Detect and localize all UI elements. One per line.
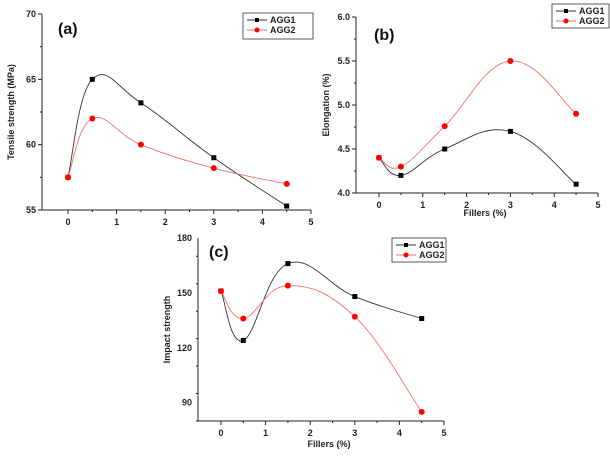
x-tick-label: 0	[218, 428, 223, 438]
data-point-agg2	[507, 58, 514, 64]
x-tick-label: 4	[397, 428, 402, 438]
data-point-agg1	[573, 181, 579, 187]
y-tick-label: 4.0	[337, 188, 350, 198]
y-tick-label: 60	[26, 140, 36, 150]
x-tick-label: 5	[308, 217, 313, 227]
legend-label: AGG2	[579, 16, 605, 26]
x-axis-title: Fillers (%)	[463, 208, 506, 218]
data-point-agg2	[284, 282, 291, 289]
x-tick-label: 5	[441, 428, 446, 438]
y-tick-label: 6.0	[337, 12, 350, 22]
x-tick-label: 0	[65, 217, 70, 227]
y-tick-label: 4.5	[337, 144, 350, 154]
data-point-agg2	[89, 115, 96, 122]
x-tick-label: 1	[420, 200, 425, 210]
data-point-agg1	[507, 128, 513, 134]
data-point-agg1	[352, 294, 358, 300]
data-point-agg1	[89, 76, 95, 82]
x-tick-label: 2	[163, 217, 168, 227]
legend-label: AGG1	[419, 240, 445, 250]
legend-label: AGG2	[270, 25, 296, 35]
panel-label: (b)	[374, 27, 394, 44]
legend-label: AGG2	[419, 250, 445, 260]
data-point-agg1	[285, 261, 291, 267]
data-point-agg1	[240, 337, 246, 343]
series-line-agg2	[67, 116, 287, 185]
data-point-agg2	[573, 110, 580, 117]
x-tick-label: 4	[552, 200, 557, 210]
y-tick-label: 65	[26, 74, 36, 84]
x-tick-label: 3	[211, 217, 216, 227]
x-tick-label: 0	[376, 200, 381, 210]
y-axis-title: Tensile strength (MPa)	[6, 64, 16, 160]
data-point-agg2	[283, 180, 290, 187]
data-point-agg1	[398, 172, 404, 178]
x-tick-label: 5	[595, 200, 600, 210]
data-point-agg2	[397, 163, 404, 170]
y-tick-label: 55	[26, 205, 36, 215]
x-tick-label: 3	[352, 428, 357, 438]
panel-label: (c)	[209, 244, 229, 261]
x-tick-label: 3	[508, 200, 513, 210]
data-point-agg1	[138, 100, 144, 106]
legend-marker	[403, 252, 409, 258]
data-point-agg2	[418, 408, 425, 415]
series-line-agg1	[220, 261, 422, 342]
y-tick-label: 5.0	[337, 100, 350, 110]
data-point-agg2	[65, 174, 71, 181]
data-point-agg2	[441, 123, 448, 130]
series-line-agg2	[378, 60, 577, 169]
x-tick-label: 1	[114, 217, 119, 227]
legend-box	[242, 12, 314, 40]
series-line-agg1	[378, 129, 577, 185]
y-axis-title: Elongation (%)	[321, 74, 331, 137]
data-point-agg2	[376, 154, 382, 161]
data-point-agg1	[419, 316, 425, 322]
data-point-agg2	[351, 313, 358, 320]
y-tick-label: 70	[26, 9, 36, 19]
y-axis-title: Impact strength	[162, 296, 172, 364]
x-tick-label: 1	[263, 428, 268, 438]
y-tick-label: 120	[177, 343, 192, 353]
series-line-agg1	[67, 74, 287, 207]
data-point-agg2	[210, 165, 217, 172]
data-point-agg1	[284, 203, 290, 209]
chart-panel-b: 0 1 2 3 4 5 4.0 4.5 5.0 5.5 6.0 Elongation (%) Fille…	[321, 3, 610, 218]
x-tick-label: 2	[464, 200, 469, 210]
data-point-agg2	[137, 141, 144, 148]
panel-label: (a)	[58, 21, 78, 38]
legend-marker	[564, 9, 568, 13]
legend-marker	[404, 243, 408, 247]
legend-box	[391, 237, 447, 263]
data-point-agg2	[218, 288, 224, 295]
y-tick-label: 150	[177, 288, 192, 298]
chart-panel-c: 0 1 2 3 4 5 90 120 150 180 Impact strength Fillers …	[162, 233, 447, 449]
x-tick-label: 4	[260, 217, 265, 227]
legend-label: AGG1	[270, 15, 296, 25]
series-line-agg2	[220, 285, 423, 413]
y-tick-label: 90	[182, 398, 192, 408]
y-tick-label: 180	[177, 233, 192, 243]
data-point-agg1	[211, 155, 217, 161]
x-axis-title: Fillers (%)	[307, 439, 350, 449]
data-point-agg2	[240, 315, 247, 322]
x-tick-label: 2	[308, 428, 313, 438]
legend-marker	[563, 18, 569, 24]
legend-box	[551, 3, 610, 29]
y-tick-label: 5.5	[337, 56, 350, 66]
legend-marker	[254, 27, 260, 33]
legend-label: AGG1	[579, 6, 605, 16]
legend-marker	[255, 18, 259, 22]
data-point-agg1	[442, 146, 448, 152]
